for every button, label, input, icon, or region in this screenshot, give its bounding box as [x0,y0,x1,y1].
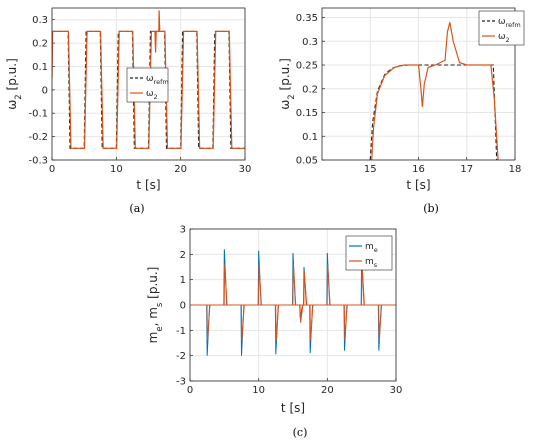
y-tick-label: -3 [176,377,186,388]
y-tick-label: 0.3 [302,37,318,48]
legend-entry: ms [365,257,378,269]
chart-panel-b: 15 16 17 18 0.05 0.1 0.15 0.2 0.25 0.3 0.35 t [s] ω2… [278,7,525,215]
legend: me ms [345,235,393,271]
x-tick-label: 20 [174,164,187,175]
y-tick-label: 3 [180,225,186,236]
series-spike [292,264,297,306]
x-tick-label: 18 [509,164,522,175]
x-tick-label: 16 [412,164,425,175]
series-spike [309,304,314,341]
legend-box [478,10,525,46]
x-tick-label: 17 [460,164,473,175]
series-spike [299,304,304,323]
series-spike [326,264,331,306]
legend-entry: ω2 [498,32,510,44]
x-tick-label: 15 [364,164,377,175]
x-tick-label: 0 [49,164,55,175]
x-axis-label: t [s] [136,178,160,192]
x-tick-label: 20 [321,385,334,396]
series-spike [258,264,262,306]
y-tick-label: -1 [176,326,186,337]
series-spike [240,304,245,341]
x-tick-label: 0 [187,385,193,396]
y-tick-label: -0.1 [28,109,48,120]
x-axis-label: t [s] [281,401,305,415]
legend-box [345,235,393,271]
y-tick-label: 0 [42,85,48,96]
y-tick-label: -2 [176,351,186,362]
legend-box [126,67,169,103]
y-tick-label: 0 [180,301,186,312]
y-tick-label: 0.05 [296,156,318,167]
legend-entry: ωrefm [146,74,169,86]
axes-box [321,7,516,161]
series-spike [303,272,308,306]
axes-box [51,7,246,161]
legend: ωrefm ω2 [478,10,525,46]
y-tick-label: 0.25 [296,61,318,72]
y-tick-label: 0.1 [302,132,318,143]
y-tick-label: 0.15 [296,108,318,119]
series-line-1 [371,22,499,160]
series-spike [206,304,211,341]
y-tick-label: 0.2 [32,39,48,50]
x-tick-label: 30 [390,385,403,396]
legend: ωrefm ω2 [126,67,169,103]
series-spike [223,264,228,306]
series-spike [343,304,348,341]
series-spike [275,304,280,341]
x-axis-label: t [s] [406,178,430,192]
chart-panel-c: 0 10 20 30 -3 -2 -1 0 1 2 3 t [s] me, ms [p.u.] me ms (… [146,225,402,440]
chart-panel-a: 0 10 20 30 -0.3 -0.2 -0.1 0 0.1 0.2 0.3 t [s] ω2 [p.… [5,7,252,215]
y-tick-label: -0.3 [28,156,48,167]
legend-entry: ωrefm [498,17,521,29]
y-axis-label: ω2 [p.u.] [5,58,24,110]
y-tick-label: 1 [180,275,186,286]
legend-entry: me [365,242,378,254]
y-tick-label: 2 [180,250,186,261]
y-tick-label: 0.3 [32,15,48,26]
y-tick-label: 0.1 [32,62,48,73]
panel-caption: (a) [129,202,144,215]
y-tick-label: -0.2 [28,132,48,143]
legend-entry: ω2 [146,89,158,101]
y-tick-label: 0.35 [296,13,318,24]
y-tick-label: 0.2 [302,84,318,95]
panel-caption: (b) [423,202,439,215]
y-axis-label: ω2 [p.u.] [278,58,297,110]
panel-caption: (c) [293,426,308,439]
series-line-1 [52,10,245,149]
series-spike [378,304,383,341]
x-tick-label: 10 [110,164,123,175]
x-tick-label: 10 [252,385,265,396]
y-axis-label: me, ms [p.u.] [146,267,165,344]
x-tick-label: 30 [239,164,252,175]
axes-box [189,228,397,382]
